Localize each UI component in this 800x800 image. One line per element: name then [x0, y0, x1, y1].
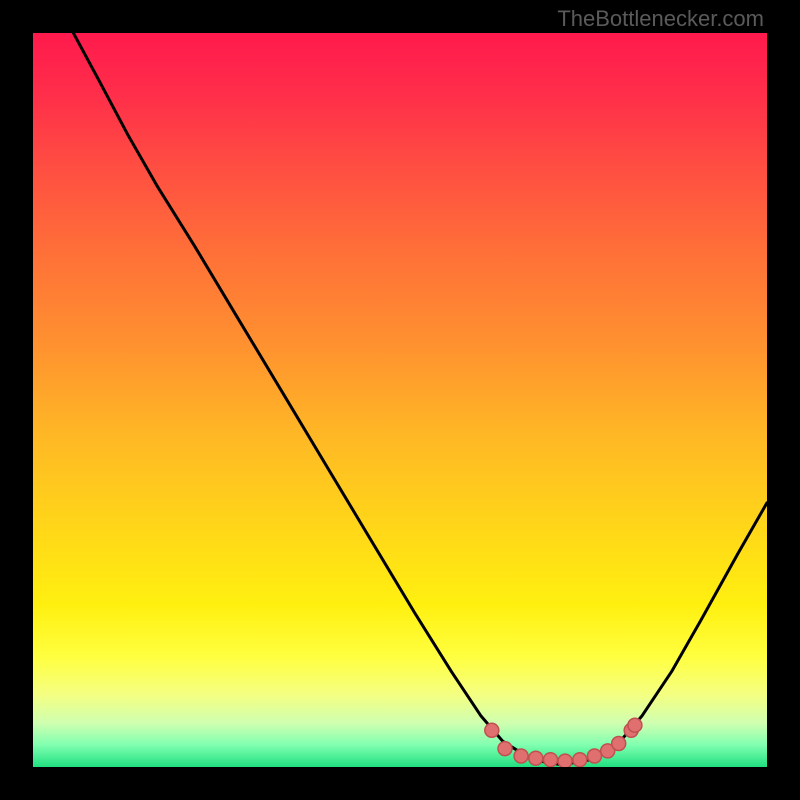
curve-marker	[529, 751, 543, 765]
curve-marker	[544, 753, 558, 767]
bottleneck-curve	[73, 33, 767, 765]
curve-marker	[514, 749, 528, 763]
curve-marker	[558, 754, 572, 767]
curve-marker	[588, 749, 602, 763]
curve-marker	[485, 723, 499, 737]
curve-overlay	[33, 33, 767, 767]
plot-area	[33, 33, 767, 767]
curve-marker	[612, 737, 626, 751]
marker-group	[485, 718, 642, 767]
curve-marker	[498, 742, 512, 756]
curve-marker	[628, 718, 642, 732]
watermark-text: TheBottlenecker.com	[557, 6, 764, 32]
chart-container: TheBottlenecker.com	[0, 0, 800, 800]
curve-marker	[573, 753, 587, 767]
